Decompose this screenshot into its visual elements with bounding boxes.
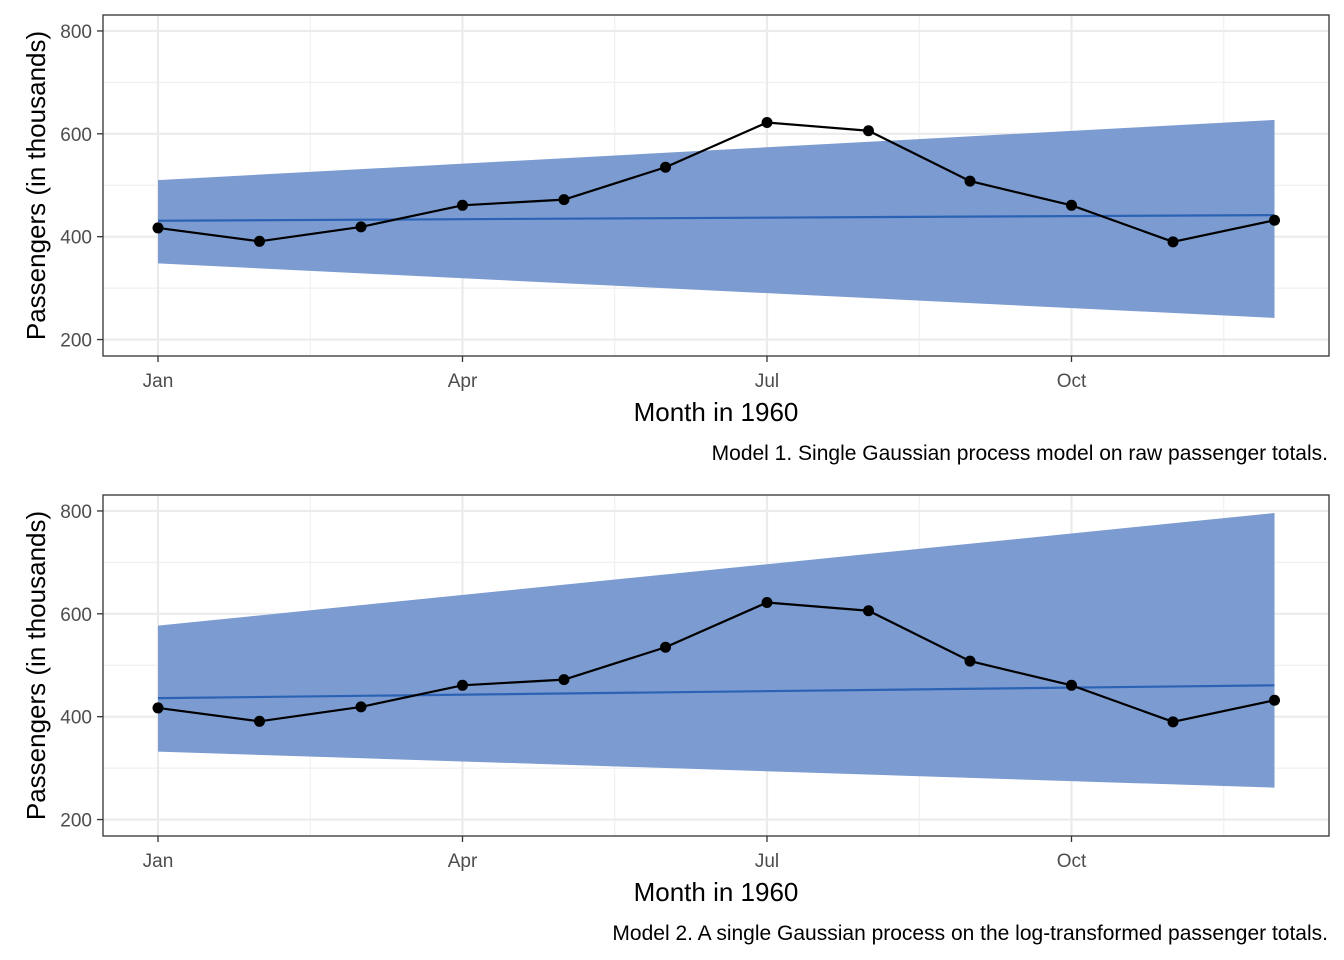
x-axis-title: Month in 1960 (634, 877, 799, 907)
forecast-mean-line (157, 213, 1275, 222)
observed-point (1167, 716, 1179, 728)
observed-point (152, 702, 164, 714)
y-tick-label: 200 (60, 331, 92, 352)
panel-border (102, 494, 1330, 837)
chart-panel-1: 200 400 600 800 Jan Apr Jul Oct Month in 1960 Pas… (21, 14, 1330, 465)
observed-point (964, 175, 976, 187)
figure-caption: Model 1. Single Gaussian process model o… (712, 442, 1328, 465)
observed-point (254, 715, 265, 727)
chart-panel-2: 200 400 600 800 Jan Apr Jul Oct Month in 1960 Pas… (21, 494, 1330, 945)
observed-series-line (157, 601, 1275, 723)
x-tick-label: Apr (448, 371, 478, 392)
observed-point (355, 221, 367, 233)
x-tick-label: Oct (1057, 851, 1087, 872)
observed-point (1269, 694, 1280, 706)
y-axis-title: Passengers (in thousands) (21, 511, 51, 820)
y-tick-label: 400 (60, 708, 92, 729)
observed-point (355, 701, 367, 713)
observed-point (761, 116, 773, 128)
observed-point (558, 194, 570, 206)
figure-caption: Model 2. A single Gaussian process on th… (612, 922, 1328, 945)
observed-point (1269, 214, 1280, 226)
observed-point (1066, 679, 1077, 691)
observed-point (558, 674, 570, 686)
observed-point (660, 641, 671, 653)
y-tick-label: 600 (60, 125, 92, 146)
observed-point (660, 161, 671, 173)
x-tick-label: Jul (755, 851, 779, 872)
y-axis-title: Passengers (in thousands) (21, 31, 51, 340)
observed-point (1167, 236, 1179, 248)
forecast-interval-band (158, 513, 1275, 788)
y-tick-label: 600 (60, 605, 92, 626)
observed-point (457, 679, 468, 691)
x-tick-label: Jul (755, 371, 779, 392)
x-tick-label: Oct (1057, 371, 1087, 392)
observed-point (964, 655, 976, 667)
forecast-mean-line (157, 684, 1275, 700)
panel-border (102, 14, 1330, 357)
x-axis-title: Month in 1960 (634, 397, 799, 427)
x-tick-label: Jan (143, 371, 174, 392)
x-tick-label: Apr (448, 851, 478, 872)
observed-series-line (157, 121, 1275, 243)
observed-point (761, 596, 773, 608)
observed-point (863, 605, 874, 617)
x-tick-label: Jan (143, 851, 174, 872)
observed-point (863, 125, 874, 137)
observed-point (1066, 199, 1077, 211)
observed-point (152, 222, 164, 234)
y-tick-label: 400 (60, 228, 92, 249)
observed-point (457, 199, 468, 211)
observed-point (254, 235, 265, 247)
y-tick-label: 800 (60, 502, 92, 523)
y-tick-label: 200 (60, 811, 92, 832)
y-tick-label: 800 (60, 22, 92, 43)
